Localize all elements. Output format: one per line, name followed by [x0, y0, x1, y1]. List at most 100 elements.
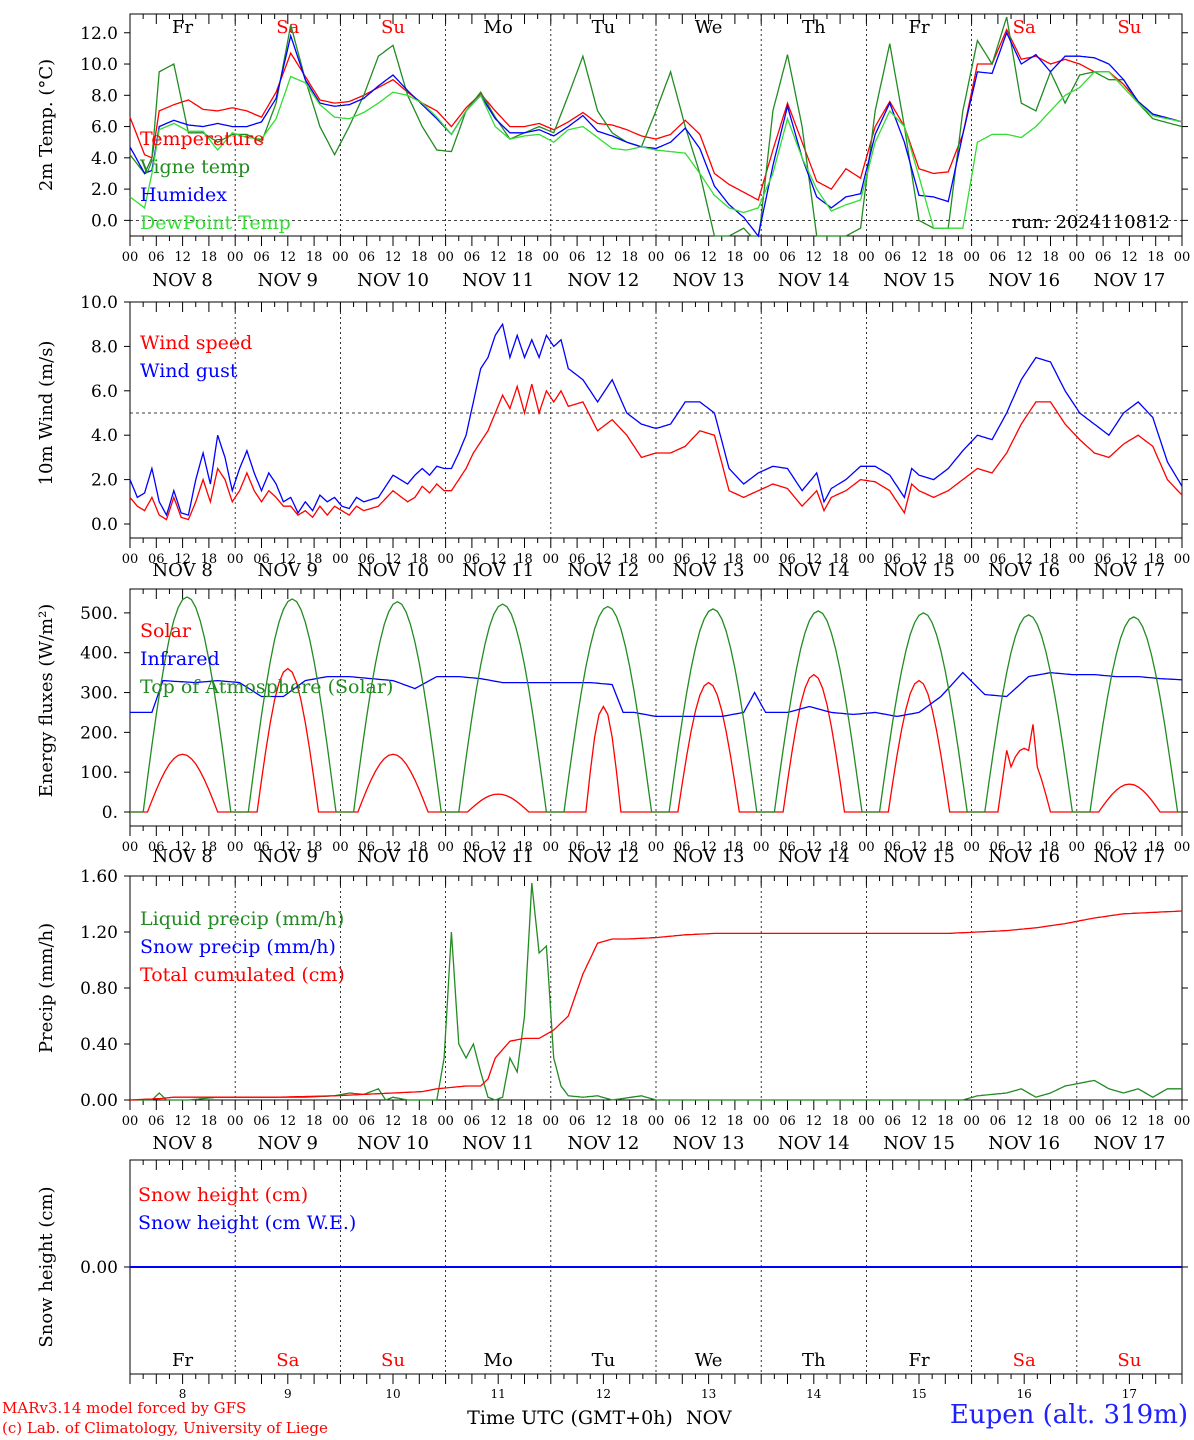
- y-axis-label: Energy fluxes (W/m²): [36, 604, 57, 798]
- day-label: Sa: [1013, 17, 1036, 38]
- hour-tick-label: 00: [1174, 250, 1191, 265]
- hour-tick-label: 06: [464, 250, 481, 265]
- hour-tick-label: 06: [674, 250, 691, 265]
- hour-tick-label: 12: [490, 250, 507, 265]
- y-tick-label: 300.: [80, 684, 118, 704]
- date-label: NOV 13: [673, 270, 745, 291]
- hour-tick-label: 00: [963, 840, 980, 855]
- y-tick-label: 0.80: [80, 979, 118, 999]
- day-label: Tu: [592, 17, 616, 38]
- hour-tick-label: 12: [1016, 552, 1033, 567]
- hour-tick-label: 12: [490, 552, 507, 567]
- hour-tick-label: 06: [674, 552, 691, 567]
- date-label: NOV 16: [988, 846, 1060, 867]
- hour-tick-label: 00: [963, 552, 980, 567]
- hour-tick-label: 06: [884, 840, 901, 855]
- y-tick-label: 0.40: [80, 1035, 118, 1055]
- hour-tick-label: 18: [306, 1114, 323, 1129]
- x-axis-unit: NOV: [686, 1407, 732, 1429]
- date-label: NOV 16: [988, 270, 1060, 291]
- hour-tick-label: 12: [385, 1114, 402, 1129]
- hour-tick-label: 12: [595, 840, 612, 855]
- day-label: Fr: [908, 17, 929, 38]
- legend-entry: Vigne temp: [139, 156, 250, 178]
- hour-tick-label: 06: [990, 552, 1007, 567]
- y-tick-label: 1.20: [80, 923, 118, 943]
- hour-tick-label: 00: [1069, 552, 1086, 567]
- date-number-label: 14: [806, 1387, 822, 1401]
- legend-entry: Infrared: [140, 648, 220, 670]
- hour-tick-label: 18: [727, 552, 744, 567]
- hour-tick-label: 18: [621, 840, 638, 855]
- legend-entry: Total cumulated (cm): [140, 964, 345, 986]
- y-tick-label: 6.0: [91, 382, 118, 402]
- y-tick-label: 10.0: [80, 293, 118, 313]
- hour-tick-label: 06: [464, 1114, 481, 1129]
- series-line-liquid-precip-mm-h-: [130, 882, 1182, 1101]
- hour-tick-label: 18: [621, 552, 638, 567]
- hour-tick-label: 06: [148, 250, 165, 265]
- date-label: NOV 11: [462, 846, 534, 867]
- hour-tick-label: 00: [332, 1114, 349, 1129]
- hour-tick-label: 18: [1147, 1114, 1164, 1129]
- hour-tick-label: 06: [569, 552, 586, 567]
- hour-tick-label: 00: [648, 840, 665, 855]
- date-label: NOV 8: [152, 560, 212, 581]
- hour-tick-label: 00: [1069, 1114, 1086, 1129]
- legend-entry: Temperature: [140, 128, 264, 150]
- hour-tick-label: 12: [1121, 552, 1138, 567]
- date-label: NOV 9: [258, 270, 318, 291]
- hour-tick-label: 18: [621, 1114, 638, 1129]
- date-label: NOV 11: [462, 270, 534, 291]
- date-label: NOV 14: [778, 1133, 850, 1154]
- hour-tick-label: 18: [201, 840, 218, 855]
- hour-tick-label: 12: [1016, 250, 1033, 265]
- hour-tick-label: 00: [1069, 840, 1086, 855]
- hour-tick-label: 18: [201, 552, 218, 567]
- date-label: NOV 12: [567, 270, 639, 291]
- date-label: NOV 10: [357, 1133, 429, 1154]
- hour-tick-label: 12: [911, 1114, 928, 1129]
- date-label: NOV 13: [673, 1133, 745, 1154]
- series-line-humidex: [129, 31, 1183, 238]
- hour-tick-label: 12: [385, 552, 402, 567]
- hour-tick-label: 00: [858, 250, 875, 265]
- date-label: NOV 8: [152, 846, 212, 867]
- hour-tick-label: 18: [937, 250, 954, 265]
- hour-tick-label: 00: [753, 250, 770, 265]
- date-number-label: 10: [385, 1387, 400, 1401]
- hour-tick-label: 18: [516, 552, 533, 567]
- date-number-label: 12: [596, 1387, 611, 1401]
- hour-tick-label: 00: [1174, 840, 1191, 855]
- hour-tick-label: 18: [411, 1114, 428, 1129]
- legend-entry: Wind speed: [140, 332, 252, 354]
- y-tick-label: 0.0: [91, 211, 118, 231]
- hour-tick-label: 12: [595, 1114, 612, 1129]
- hour-tick-label: 06: [884, 1114, 901, 1129]
- hour-tick-label: 18: [1147, 250, 1164, 265]
- hour-tick-label: 00: [437, 552, 454, 567]
- hour-tick-label: 00: [648, 552, 665, 567]
- hour-tick-label: 18: [727, 1114, 744, 1129]
- hour-tick-label: 12: [385, 840, 402, 855]
- hour-tick-label: 18: [937, 552, 954, 567]
- date-label: NOV 15: [883, 1133, 955, 1154]
- y-axis-label: 2m Temp. (°C): [36, 59, 57, 191]
- hour-tick-label: 18: [621, 250, 638, 265]
- hour-tick-label: 12: [700, 552, 717, 567]
- hour-tick-label: 00: [543, 1114, 560, 1129]
- x-axis-label: Time UTC (GMT+0h): [467, 1407, 673, 1429]
- hour-tick-label: 18: [516, 1114, 533, 1129]
- hour-tick-label: 06: [148, 840, 165, 855]
- series-line-wind-gust: [129, 322, 1183, 517]
- hour-tick-label: 06: [148, 1114, 165, 1129]
- series-line-infrared: [130, 671, 1183, 718]
- y-tick-label: 12.0: [80, 24, 118, 44]
- hour-tick-label: 12: [280, 250, 297, 265]
- hour-tick-label: 12: [911, 840, 928, 855]
- legend-entry: Snow precip (mm/h): [140, 936, 336, 958]
- date-label: NOV 16: [988, 1133, 1060, 1154]
- hour-tick-label: 00: [332, 552, 349, 567]
- day-label: Th: [802, 17, 826, 38]
- hour-tick-label: 12: [911, 250, 928, 265]
